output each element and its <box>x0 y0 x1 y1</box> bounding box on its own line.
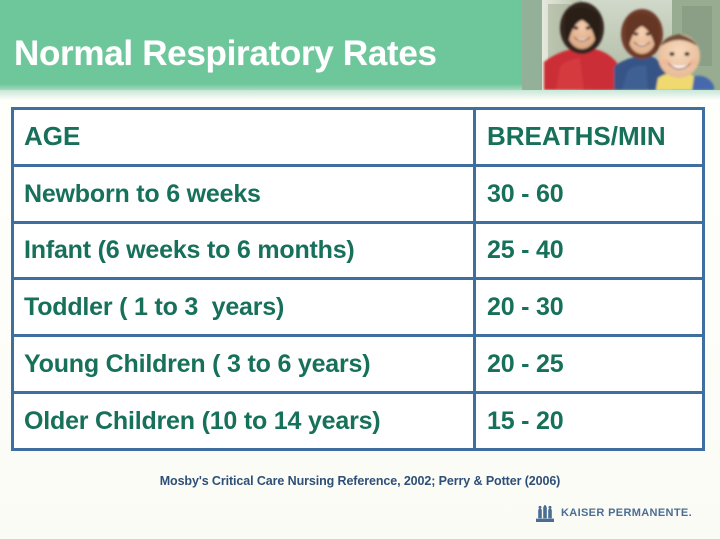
cell-breaths-label: 30 - 60 <box>487 179 564 208</box>
cell-age-label: Toddler ( 1 to 3 years) <box>24 293 285 322</box>
cell-age: Newborn to 6 weeks <box>14 166 476 221</box>
header-label-age: AGE <box>24 121 81 152</box>
cell-breaths-label: 25 - 40 <box>487 236 564 265</box>
kaiser-permanente-logo: KAISER PERMANENTE. <box>536 503 692 523</box>
cell-breaths-label: 20 - 25 <box>487 350 564 379</box>
cell-age: Young Children ( 3 to 6 years) <box>14 337 476 392</box>
cell-age-label: Newborn to 6 weeks <box>24 179 261 208</box>
cell-breaths-label: 20 - 30 <box>487 293 564 322</box>
page-title: Normal Respiratory Rates <box>14 34 437 73</box>
table-row: Newborn to 6 weeks 30 - 60 <box>14 166 702 224</box>
cell-breaths: 30 - 60 <box>476 167 702 221</box>
cell-breaths: 20 - 25 <box>476 337 702 391</box>
table-row: Toddler ( 1 to 3 years) 20 - 30 <box>14 280 702 338</box>
table-row: Infant (6 weeks to 6 months) 25 - 40 <box>14 223 702 281</box>
table-row: Young Children ( 3 to 6 years) 20 - 25 <box>14 337 702 395</box>
respiratory-rates-table: AGE BREATHS/MIN Newborn to 6 weeks 30 - … <box>11 107 705 451</box>
kaiser-permanente-mark-icon <box>536 504 554 522</box>
cell-breaths: 20 - 30 <box>476 280 702 334</box>
family-photo-image <box>522 0 720 90</box>
kaiser-permanente-wordmark: KAISER PERMANENTE. <box>561 507 692 519</box>
cell-age-label: Infant (6 weeks to 6 months) <box>24 236 355 265</box>
header-cell-age: AGE <box>14 110 476 164</box>
table-row: Older Children (10 to 14 years) 15 - 20 <box>14 394 702 448</box>
cell-age: Older Children (10 to 14 years) <box>14 394 476 448</box>
cell-age: Infant (6 weeks to 6 months) <box>14 223 476 278</box>
family-photo <box>522 0 720 90</box>
citation-text: Mosby's Critical Care Nursing Reference,… <box>159 474 561 488</box>
cell-age-label: Older Children (10 to 14 years) <box>24 406 381 435</box>
cell-age-label: Young Children ( 3 to 6 years) <box>24 350 371 379</box>
table-header-row: AGE BREATHS/MIN <box>14 110 702 167</box>
header-label-breaths: BREATHS/MIN <box>487 121 666 152</box>
header-cell-breaths: BREATHS/MIN <box>476 110 702 164</box>
cell-breaths-label: 15 - 20 <box>487 406 564 435</box>
cell-age: Toddler ( 1 to 3 years) <box>14 280 476 335</box>
cell-breaths: 15 - 20 <box>476 394 702 448</box>
cell-breaths: 25 - 40 <box>476 224 702 278</box>
